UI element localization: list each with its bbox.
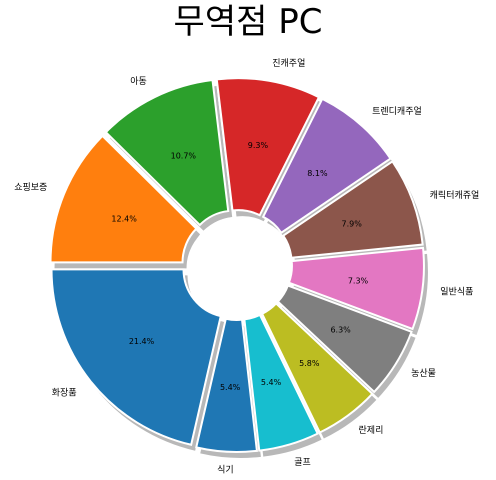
slice-percent-label: 5.8% <box>299 359 320 368</box>
slice-category-label: 골프 <box>294 457 311 468</box>
pie-slice <box>49 134 198 264</box>
slice-percent-label: 5.4% <box>220 383 241 392</box>
slice-percent-label: 8.1% <box>307 169 328 178</box>
slice-category-label: 화장품 <box>52 388 77 399</box>
slice-percent-label: 12.4% <box>111 215 137 224</box>
pie-slice <box>215 77 321 217</box>
slice-category-label: 일반식품 <box>440 286 473 297</box>
slice-category-label: 캐릭터캐쥬얼 <box>430 189 480 201</box>
chart-title: 무역점 PC <box>174 2 323 42</box>
pie-slice <box>195 317 259 453</box>
pie-slice <box>261 97 392 235</box>
pie-slice <box>287 246 425 331</box>
slice-category-label: 진캐주얼 <box>272 58 305 69</box>
slice-category-label: 트렌디캐주얼 <box>372 106 422 117</box>
slice-percent-label: 6.3% <box>330 325 351 334</box>
slice-category-label: 란제리 <box>359 424 384 436</box>
slice-percent-label: 5.4% <box>261 378 282 387</box>
pie-slice <box>260 302 374 434</box>
slice-percent-label: 7.3% <box>348 277 369 286</box>
slice-percent-label: 9.3% <box>248 141 269 150</box>
donut-hole <box>189 217 285 313</box>
label-group: 21.4% 화장품 5.4% 식기 5.4% 골프 5.8% 란제리 6.3% 농산물 7.3% 일반… <box>14 58 479 476</box>
slice-percent-label: 21.4% <box>129 337 155 346</box>
pie-slice <box>50 268 222 446</box>
pie-slice <box>243 313 319 452</box>
slice-category-label: 농산물 <box>411 368 436 379</box>
slice-category-label: 쇼핑보증 <box>14 182 47 193</box>
pie-slice <box>276 284 413 394</box>
slice-percent-label: 7.9% <box>341 219 362 228</box>
pie-slice <box>104 78 230 227</box>
pie-slice <box>281 160 424 259</box>
slice-category-label: 아동 <box>130 76 147 87</box>
slice-percent-label: 10.7% <box>171 151 197 160</box>
slice-group <box>49 77 425 453</box>
slice-category-label: 식기 <box>217 465 234 476</box>
